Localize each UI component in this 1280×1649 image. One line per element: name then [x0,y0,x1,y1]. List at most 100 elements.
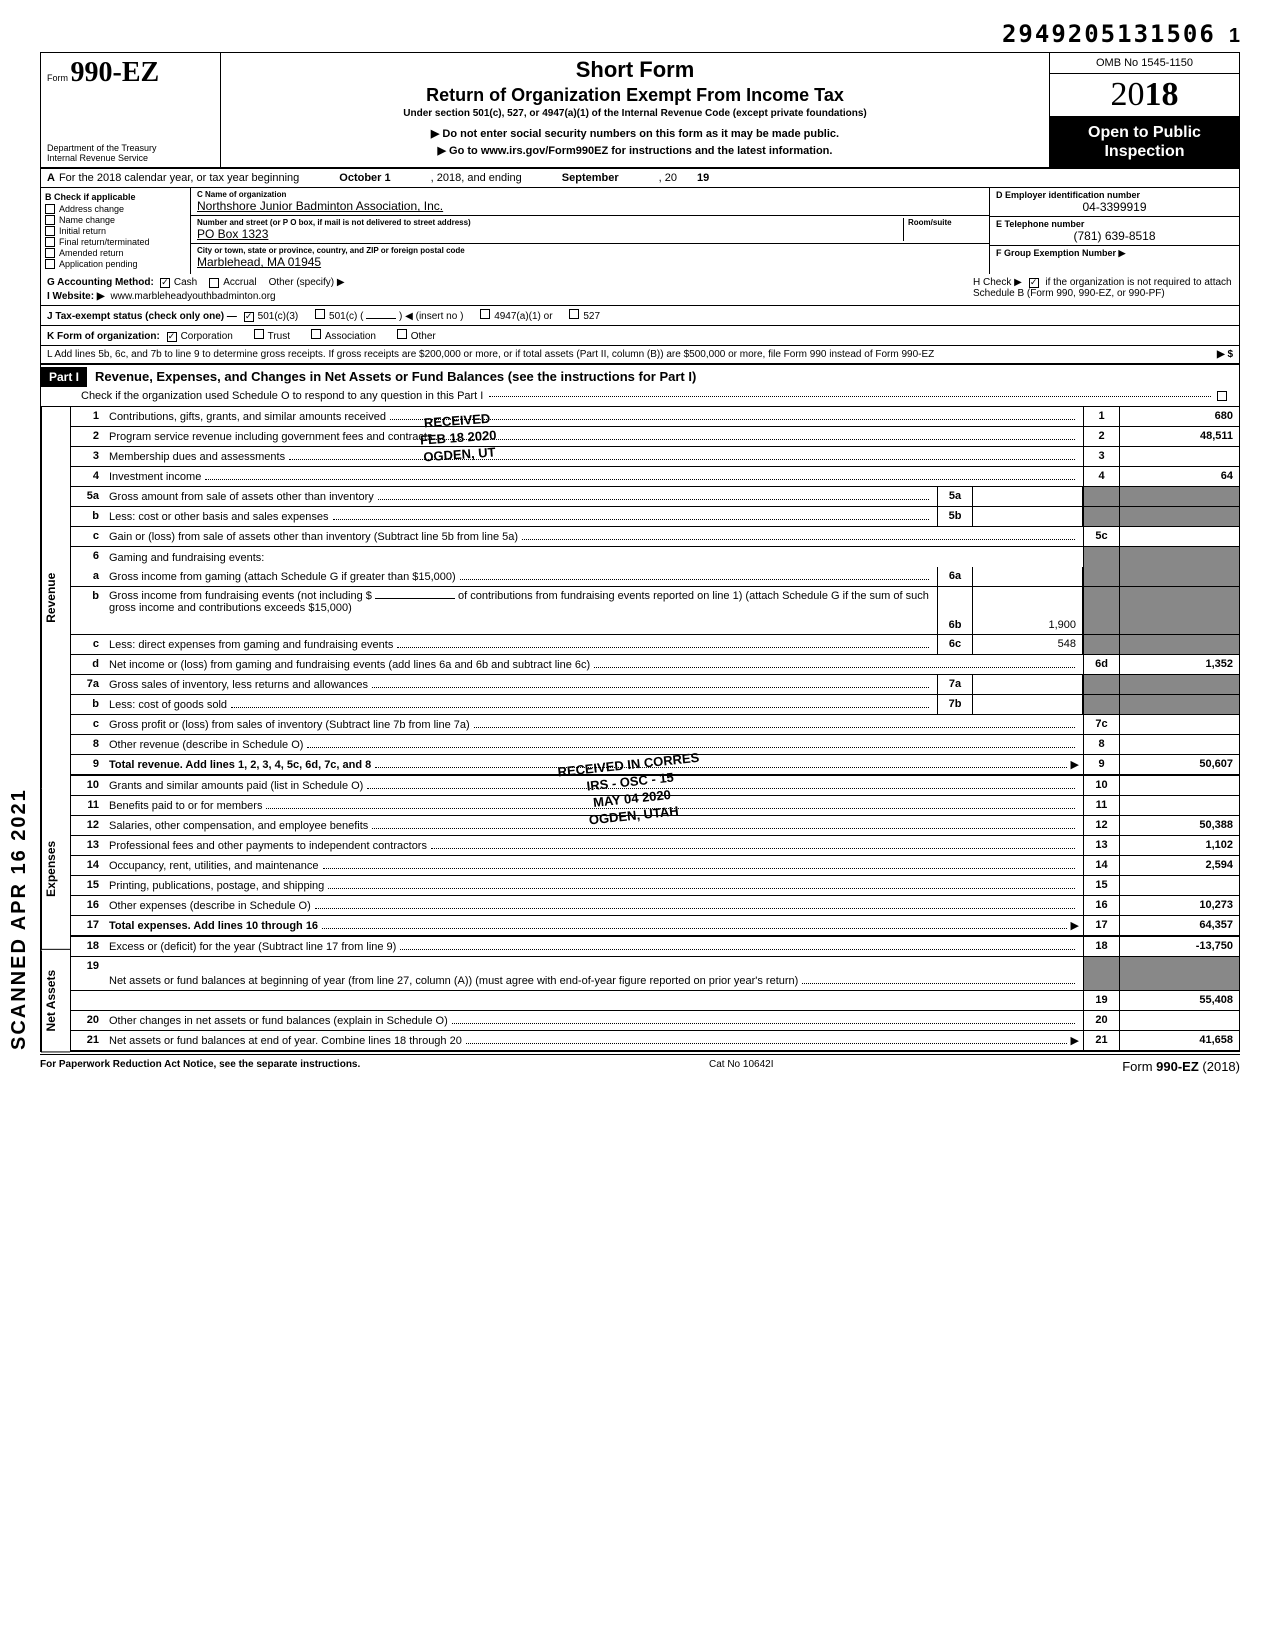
line-12-desc: Salaries, other compensation, and employ… [109,820,368,832]
line-4-desc: Investment income [109,471,201,483]
line-4-val: 64 [1119,467,1239,486]
chk-trust[interactable] [254,329,264,339]
line-7c-desc: Gross profit or (loss) from sales of inv… [109,719,470,731]
line-a-begin: October 1 [339,172,390,184]
header-left: Form 990-EZ Department of the Treasury I… [41,53,221,167]
lbl-initial-return: Initial return [59,226,106,236]
line-18-val: -13,750 [1119,937,1239,956]
row-j: J Tax-exempt status (check only one) — 5… [40,306,1240,326]
line-8-val [1119,735,1239,754]
side-net-assets: Net Assets [41,950,70,1052]
org-name-label: C Name of organization [197,190,983,199]
line-2-val: 48,511 [1119,427,1239,446]
chk-527[interactable] [569,309,579,319]
lbl-accrual: Accrual [223,277,256,288]
side-revenue: Revenue [41,407,70,789]
line-8: 8 Other revenue (describe in Schedule O)… [71,735,1239,755]
line-18-desc: Excess or (deficit) for the year (Subtra… [109,941,396,953]
chk-amended-return[interactable] [45,248,55,258]
line-6d-desc: Net income or (loss) from gaming and fun… [109,659,590,671]
chk-initial-return[interactable] [45,226,55,236]
lbl-501c: 501(c) ( [329,311,363,322]
chk-accrual[interactable] [209,278,219,288]
phone-label: E Telephone number [996,219,1233,229]
row-l: L Add lines 5b, 6c, and 7b to line 9 to … [40,346,1240,365]
part1-sub: Check if the organization used Schedule … [41,388,1239,406]
line-9-val: 50,607 [1119,755,1239,774]
line-6c: c Less: direct expenses from gaming and … [71,635,1239,655]
line-6-desc: Gaming and fundraising events: [109,552,264,564]
chk-schedule-b-not-required[interactable] [1029,278,1039,288]
line-21-val: 41,658 [1119,1031,1239,1050]
line-11-desc: Benefits paid to or for members [109,800,262,812]
line-7b-desc: Less: cost of goods sold [109,699,227,711]
g-label: G Accounting Method: [47,277,154,288]
ein-label: D Employer identification number [996,190,1233,200]
line-6c-subval: 548 [973,635,1083,654]
line-a-yr-prefix: , 20 [659,172,677,184]
line-10-desc: Grants and similar amounts paid (list in… [109,780,363,792]
form-page: 2949205131506 1 Form 990-EZ Department o… [40,20,1240,1074]
line-19b: 19 55,408 [71,991,1239,1011]
line-14: 14 Occupancy, rent, utilities, and maint… [71,856,1239,876]
ledger: 1 Contributions, gifts, grants, and simi… [70,407,1240,1052]
chk-final-return[interactable] [45,237,55,247]
line-1: 1 Contributions, gifts, grants, and simi… [71,407,1239,427]
line-5b-sub: 5b [937,507,973,526]
dept-treasury: Department of the Treasury [47,143,214,153]
line-6d-val: 1,352 [1119,655,1239,674]
line-5c: c Gain or (loss) from sale of assets oth… [71,527,1239,547]
line-14-desc: Occupancy, rent, utilities, and maintena… [109,860,319,872]
line-3-desc: Membership dues and assessments [109,451,285,463]
l-text: L Add lines 5b, 6c, and 7b to line 9 to … [47,349,1197,360]
lbl-527: 527 [583,311,600,322]
side-expenses: Expenses [41,789,70,950]
website: www.marbleheadyouthbadminton.org [111,291,276,302]
chk-corporation[interactable] [167,332,177,342]
chk-501c3[interactable] [244,312,254,322]
instructions-link: ▶ Go to www.irs.gov/Form990EZ for instru… [227,144,1043,157]
chk-other-org[interactable] [397,329,407,339]
line-17-desc: Total expenses. Add lines 10 through 16 [109,920,318,932]
h-text: H Check ▶ [973,277,1022,288]
line-20-val [1119,1011,1239,1030]
line-19-desc: Net assets or fund balances at beginning… [109,975,798,987]
line-20-desc: Other changes in net assets or fund bala… [109,1015,448,1027]
line-5a: 5a Gross amount from sale of assets othe… [71,487,1239,507]
line-a-text: For the 2018 calendar year, or tax year … [59,172,299,184]
chk-address-change[interactable] [45,204,55,214]
line-6c-desc: Less: direct expenses from gaming and fu… [109,639,393,651]
side-labels: Revenue Expenses Net Assets [40,407,70,1052]
chk-name-change[interactable] [45,215,55,225]
lbl-application-pending: Application pending [59,259,138,269]
chk-application-pending[interactable] [45,259,55,269]
chk-501c[interactable] [315,309,325,319]
room-label: Room/suite [908,218,983,227]
chk-schedule-o-part1[interactable] [1217,391,1227,401]
year-bold: 18 [1145,76,1179,113]
line-a-label: A [47,172,55,184]
part1-tag: Part I [41,367,87,387]
chk-cash[interactable] [160,278,170,288]
chk-association[interactable] [311,329,321,339]
footer-form-yr: (2018) [1199,1059,1240,1074]
irs-label: Internal Revenue Service [47,153,214,163]
chk-4947[interactable] [480,309,490,319]
line-2-desc: Program service revenue including govern… [109,431,432,443]
line-7a-sub: 7a [937,675,973,694]
line-19: 19 Net assets or fund balances at beginn… [71,957,1239,991]
line-19-val: 55,408 [1119,991,1239,1010]
form-number: 990-EZ [71,57,160,88]
lbl-other-org: Other [411,331,436,342]
group-exemption-label: F Group Exemption Number ▶ [996,248,1233,259]
line-8-desc: Other revenue (describe in Schedule O) [109,739,303,751]
line-16: 16 Other expenses (describe in Schedule … [71,896,1239,916]
line-15: 15 Printing, publications, postage, and … [71,876,1239,896]
line-6: 6 Gaming and fundraising events: [71,547,1239,567]
line-6b-desc-pre: Gross income from fundraising events (no… [109,590,372,602]
ssn-warning: ▶ Do not enter social security numbers o… [227,127,1043,140]
line-3: 3 Membership dues and assessments 3 [71,447,1239,467]
line-7a-subval [973,675,1083,694]
line-15-desc: Printing, publications, postage, and shi… [109,880,324,892]
title-short-form: Short Form [227,57,1043,83]
